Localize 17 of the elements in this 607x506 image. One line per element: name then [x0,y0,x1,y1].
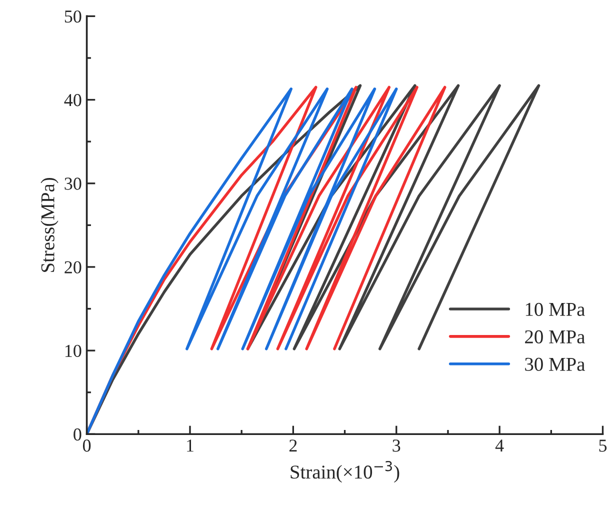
legend-label: 20 MPa [525,330,585,344]
x-tick-label: 1 [187,440,194,452]
x-tick-label: 5 [599,440,607,452]
x-tick-label: 0 [82,440,91,452]
y-tick-label: 50 [64,10,82,23]
x-axis-title: Strain(×10$^{−3}$) [290,460,400,483]
x-tick-label: 3 [392,440,400,452]
y-tick-label: 0 [74,428,82,441]
x-tick-label: 2 [289,440,297,452]
x-tick-label: 4 [495,440,504,452]
y-tick-label: 20 [64,261,82,274]
legend-label: 30 MPa [525,358,585,371]
y-tick-label: 10 [65,344,82,357]
y-tick-label: 30 [64,178,82,190]
y-axis-title: Stress(MPa) [40,178,58,272]
legend-label: 10 MPa [526,302,585,316]
y-tick-label: 40 [64,94,82,106]
